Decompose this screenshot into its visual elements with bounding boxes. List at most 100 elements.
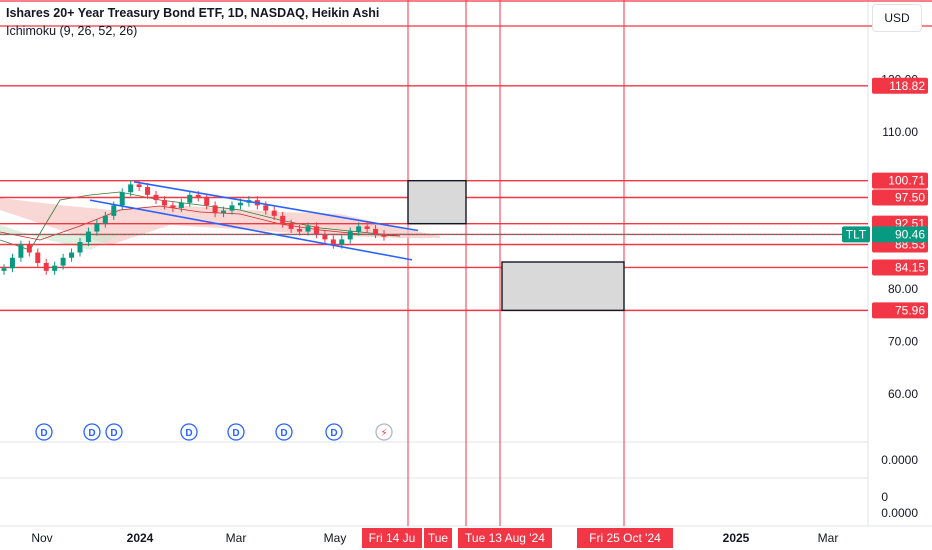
level-tag-label: 97.50	[895, 191, 925, 205]
candle	[145, 187, 151, 195]
dividend-marker-label: D	[40, 428, 47, 439]
candle	[221, 210, 227, 214]
last-price-tag[interactable]	[872, 226, 928, 243]
candle	[305, 226, 311, 232]
candle	[170, 205, 176, 208]
candle	[373, 228, 379, 235]
dividend-marker-icon[interactable]	[105, 423, 123, 441]
candle	[52, 265, 58, 271]
dividend-marker-label: D	[110, 428, 117, 439]
ticker-tag[interactable]	[842, 226, 870, 243]
dividend-marker-label: D	[330, 428, 337, 439]
candle	[60, 257, 66, 266]
indicator-legend[interactable]: Ichimoku (9, 26, 52, 26)	[6, 24, 138, 38]
price-tick-label: 70.00	[888, 335, 918, 349]
dividend-marker-label: D	[232, 428, 239, 439]
earnings-marker-label: ⚡	[380, 428, 387, 439]
indicator-tick-label: 0.0000	[881, 453, 918, 467]
ticker-tag-label: TLT	[846, 227, 867, 241]
candle	[297, 228, 303, 232]
level-tag[interactable]	[872, 302, 928, 319]
level-tag-label: 84.15	[895, 260, 925, 274]
dividend-marker-icon[interactable]	[227, 423, 245, 441]
candle	[195, 194, 201, 198]
candle	[77, 242, 83, 253]
candle	[128, 184, 134, 193]
candle	[94, 223, 100, 232]
dividend-marker-label: D	[280, 428, 287, 439]
candle	[153, 194, 159, 201]
candle	[204, 197, 210, 206]
chart-header: Ishares 20+ Year Treasury Bond ETF, 1D, …	[6, 4, 379, 40]
candle	[69, 252, 75, 258]
candle	[212, 205, 218, 214]
dividend-marker-label: D	[88, 428, 95, 439]
level-tag[interactable]	[872, 172, 928, 189]
candle	[178, 202, 184, 208]
candle	[85, 231, 91, 243]
time-tick-label: 2024	[127, 531, 154, 545]
candle	[1, 268, 7, 271]
ichimoku-cloud	[0, 198, 440, 245]
time-tag-label: Fri 25 Oct '24	[589, 531, 661, 545]
candle	[9, 257, 15, 269]
level-tag[interactable]	[872, 189, 928, 206]
level-tag-label: 75.96	[895, 303, 925, 317]
candle	[18, 244, 24, 258]
candle	[26, 244, 32, 253]
earnings-marker-icon[interactable]	[375, 423, 393, 441]
candle	[161, 200, 167, 206]
time-tick-label: May	[324, 531, 347, 545]
dividend-marker-icon[interactable]	[275, 423, 293, 441]
candle	[280, 215, 286, 224]
level-tag[interactable]	[872, 77, 928, 94]
dividend-marker-icon[interactable]	[325, 423, 343, 441]
candle	[136, 184, 142, 188]
candle	[364, 226, 370, 229]
time-tag[interactable]	[458, 528, 552, 548]
time-tick-label: 2025	[723, 531, 750, 545]
candle	[237, 202, 243, 206]
candle	[356, 226, 362, 232]
candle	[119, 192, 125, 206]
time-tag-label: Tue	[428, 531, 449, 545]
currency-button[interactable]: USD	[872, 4, 922, 32]
candle	[263, 205, 269, 211]
projection-box-2[interactable]	[501, 261, 625, 312]
time-tag-label: Fri 14 Ju	[369, 531, 416, 545]
candle	[43, 263, 49, 271]
dividend-marker-icon[interactable]	[180, 423, 198, 441]
trend-line-lower[interactable]	[89, 199, 413, 261]
level-tag[interactable]	[872, 259, 928, 276]
level-tag-label: 100.71	[888, 174, 925, 188]
time-tick-label: Mar	[226, 531, 247, 545]
kijun-line	[0, 205, 401, 241]
candle	[339, 239, 345, 245]
candle	[111, 205, 117, 216]
price-tick-label: 60.00	[888, 387, 918, 401]
candle	[187, 194, 193, 203]
time-tag[interactable]	[424, 528, 452, 548]
projection-box-1[interactable]	[407, 179, 467, 225]
candle	[381, 234, 387, 237]
time-tag[interactable]	[577, 528, 673, 548]
candle	[330, 239, 336, 245]
time-tag[interactable]	[362, 528, 422, 548]
candle	[271, 210, 277, 216]
dividend-marker-icon[interactable]	[83, 423, 101, 441]
symbol-title[interactable]: Ishares 20+ Year Treasury Bond ETF, 1D, …	[6, 6, 380, 20]
candle	[313, 226, 319, 235]
level-tag-label: 118.82	[889, 79, 925, 93]
candle	[35, 252, 41, 263]
candle	[229, 205, 235, 211]
price-tick-label: 80.00	[888, 282, 918, 296]
ichimoku-cloud-green	[0, 225, 120, 250]
time-tick-label: Nov	[31, 531, 52, 545]
trend-line-upper[interactable]	[133, 180, 419, 232]
chikou-line	[0, 191, 401, 251]
time-tag-label: Tue 13 Aug '24	[465, 531, 545, 545]
dividend-marker-label: D	[185, 428, 192, 439]
dividend-marker-icon[interactable]	[35, 423, 53, 441]
candle	[288, 223, 294, 229]
